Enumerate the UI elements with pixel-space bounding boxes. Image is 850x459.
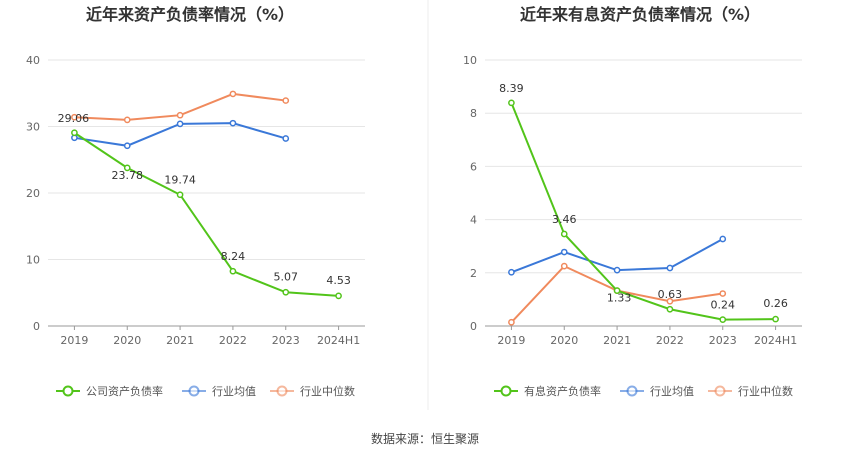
chart-panel-2: 近年来有息资产负债率情况（%） 0 2 4 6 8 10 2019 2020 2021 2022 20… bbox=[463, 5, 802, 398]
x-tick-label: 2024H1 bbox=[754, 334, 797, 347]
data-point bbox=[71, 129, 78, 137]
data-label: 4.53 bbox=[326, 274, 351, 287]
data-point bbox=[229, 267, 237, 275]
legend-label: 行业均值 bbox=[212, 385, 256, 398]
y-tick-label: 0 bbox=[470, 320, 477, 333]
y-tick-label: 40 bbox=[26, 54, 40, 67]
data-label: 5.07 bbox=[274, 270, 299, 283]
data-point bbox=[229, 90, 237, 98]
y-tick-label: 10 bbox=[26, 254, 40, 267]
data-point bbox=[282, 135, 290, 142]
data-label: 8.39 bbox=[499, 82, 524, 95]
legend-marker bbox=[62, 385, 74, 397]
x-tick-label: 2020 bbox=[550, 334, 578, 347]
source-note: 数据来源：恒生聚源 bbox=[371, 431, 479, 446]
data-point bbox=[560, 230, 568, 238]
x-tick-label: 2019 bbox=[60, 334, 88, 347]
x-tick-label: 2019 bbox=[497, 334, 525, 347]
data-point bbox=[560, 262, 568, 270]
data-label: 0.63 bbox=[658, 288, 683, 301]
data-point bbox=[71, 113, 78, 121]
data-point bbox=[719, 316, 727, 323]
data-label: 0.26 bbox=[763, 297, 788, 310]
data-point bbox=[613, 266, 621, 274]
data-point bbox=[123, 164, 131, 172]
legend-item[interactable]: 有息资产负债率 bbox=[494, 384, 601, 398]
legend-item[interactable]: 行业均值 bbox=[182, 385, 256, 398]
chart-title: 近年来资产负债率情况（%） bbox=[86, 5, 294, 24]
data-point bbox=[666, 264, 674, 272]
legend-marker bbox=[500, 385, 512, 397]
legend-item[interactable]: 公司资产负债率 bbox=[56, 384, 163, 398]
y-tick-label: 2 bbox=[470, 267, 477, 280]
legend-label: 有息资产负债率 bbox=[524, 384, 601, 398]
data-label: 23.78 bbox=[112, 169, 144, 182]
legend-item[interactable]: 行业中位数 bbox=[708, 384, 793, 398]
x-tick-label: 2021 bbox=[603, 334, 631, 347]
data-point bbox=[508, 318, 515, 326]
data-point bbox=[613, 287, 621, 294]
data-point bbox=[560, 248, 568, 256]
data-label: 1.33 bbox=[607, 292, 632, 305]
data-point bbox=[719, 290, 727, 297]
y-tick-label: 0 bbox=[33, 320, 40, 333]
data-point bbox=[282, 288, 290, 296]
x-tick-label: 2023 bbox=[709, 334, 737, 347]
chart-title: 近年来有息资产负债率情况（%） bbox=[520, 5, 760, 24]
data-point bbox=[335, 292, 342, 300]
legend-marker bbox=[714, 385, 726, 397]
x-tick-label: 2023 bbox=[272, 334, 300, 347]
data-point bbox=[666, 297, 674, 305]
series-line bbox=[73, 131, 339, 297]
data-point bbox=[282, 97, 290, 104]
data-point bbox=[772, 315, 779, 323]
legend-label: 行业均值 bbox=[650, 385, 694, 398]
data-point bbox=[176, 191, 184, 199]
y-tick-label: 6 bbox=[470, 160, 477, 173]
y-tick-label: 8 bbox=[470, 107, 477, 120]
data-point bbox=[176, 111, 184, 119]
y-tick-label: 20 bbox=[26, 187, 40, 200]
data-point bbox=[123, 142, 131, 150]
data-point bbox=[176, 120, 184, 128]
y-tick-label: 4 bbox=[470, 214, 477, 227]
x-tick-label: 2024H1 bbox=[317, 334, 360, 347]
legend-label: 公司资产负债率 bbox=[86, 384, 163, 398]
y-tick-label: 30 bbox=[26, 121, 40, 134]
data-label: 29.06 bbox=[58, 112, 90, 125]
legend-label: 行业中位数 bbox=[300, 384, 355, 398]
data-point bbox=[666, 305, 674, 313]
legend-item[interactable]: 行业中位数 bbox=[270, 384, 355, 398]
x-tick-label: 2020 bbox=[113, 334, 141, 347]
legend-item[interactable]: 行业均值 bbox=[620, 385, 694, 398]
data-point bbox=[719, 235, 727, 243]
legend-marker bbox=[188, 385, 200, 397]
data-point bbox=[123, 116, 131, 124]
data-point bbox=[229, 119, 237, 127]
x-tick-label: 2022 bbox=[656, 334, 684, 347]
series-line bbox=[510, 102, 776, 321]
data-label: 19.74 bbox=[164, 174, 196, 187]
data-point bbox=[508, 268, 515, 276]
data-label: 3.46 bbox=[552, 213, 577, 226]
legend-label: 行业中位数 bbox=[738, 384, 793, 398]
data-label: 8.24 bbox=[221, 250, 246, 263]
data-point bbox=[508, 99, 515, 107]
x-tick-label: 2022 bbox=[219, 334, 247, 347]
x-tick-label: 2021 bbox=[166, 334, 194, 347]
legend-marker bbox=[626, 385, 638, 397]
chart-panel-1: 近年来资产负债率情况（%） 0 10 20 30 40 2019 2020 2021 2022 20… bbox=[26, 5, 365, 398]
y-tick-label: 10 bbox=[463, 54, 477, 67]
data-label: 0.24 bbox=[711, 299, 736, 312]
legend-marker bbox=[276, 385, 288, 397]
